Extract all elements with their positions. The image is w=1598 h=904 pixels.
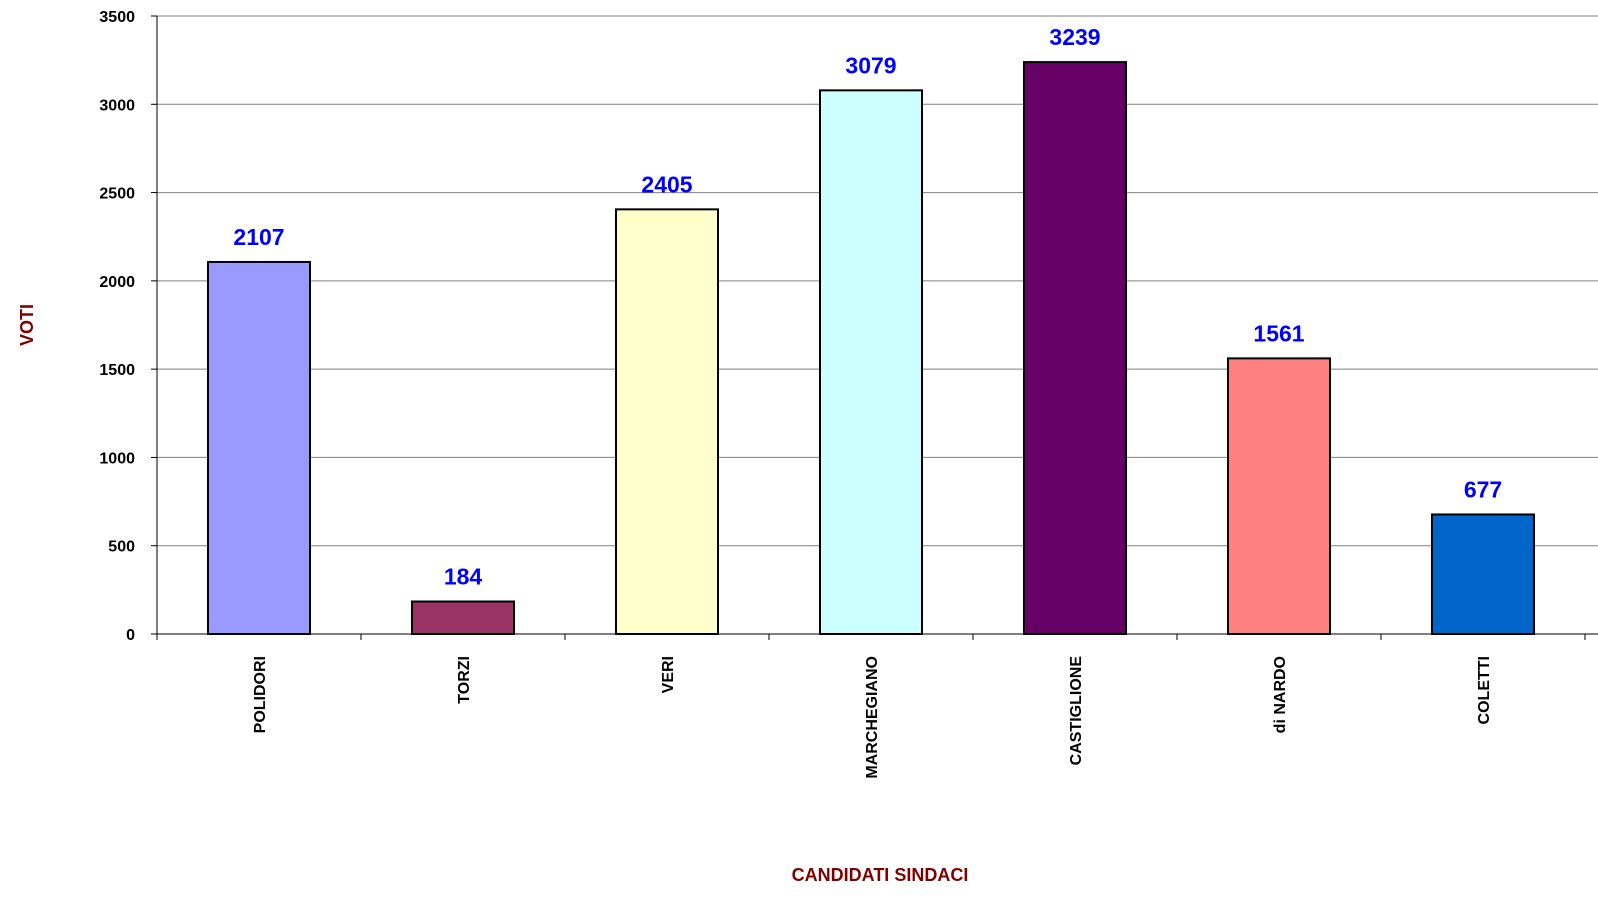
category-label: VERI [660, 656, 677, 693]
y-tick-label: 1500 [99, 362, 135, 379]
y-tick-label: 2500 [99, 186, 135, 203]
y-tick-label: 1000 [99, 450, 135, 467]
value-label: 3079 [845, 52, 896, 78]
bar-coletti [1431, 513, 1535, 635]
bar-castiglione [1023, 61, 1127, 635]
value-label: 677 [1464, 476, 1502, 502]
y-axis-title: VOTI [17, 304, 37, 346]
value-label: 1561 [1253, 320, 1304, 346]
value-label: 184 [444, 564, 483, 590]
y-tick-label: 2000 [99, 274, 135, 291]
bars-layer [207, 61, 1535, 636]
bar-di-nardo [1227, 357, 1331, 635]
bar-marchegiano [819, 89, 923, 636]
x-axis-title: CANDIDATI SINDACI [792, 865, 969, 885]
y-tick-label: 500 [108, 539, 135, 556]
category-label: POLIDORI [252, 656, 269, 733]
value-label: 2107 [233, 224, 284, 250]
category-label: MARCHEGIANO [864, 656, 881, 779]
category-label: COLETTI [1476, 656, 1493, 724]
bar-polidori [207, 260, 311, 635]
y-tick-label: 3500 [99, 9, 135, 26]
category-label: CASTIGLIONE [1068, 656, 1085, 766]
value-label: 3239 [1049, 24, 1100, 50]
bar-veri [615, 208, 719, 636]
category-label: di NARDO [1272, 656, 1289, 733]
category-label: TORZI [456, 656, 473, 704]
labels-layer: 2107 POLIDORI 184 TORZI 2405 VERI 3079 MARCHEGI… [233, 24, 1502, 779]
y-tick-label: 0 [126, 627, 135, 644]
y-tick-label: 3000 [99, 97, 135, 114]
bar-torzi [411, 600, 515, 636]
value-label: 2405 [641, 171, 692, 197]
